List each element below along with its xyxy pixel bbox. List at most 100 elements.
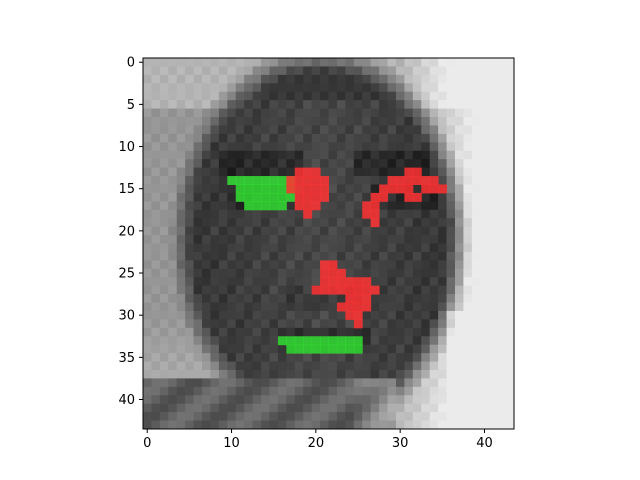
heatmap-cell (159, 302, 169, 312)
heatmap-cell (311, 361, 321, 371)
heatmap-cell (294, 310, 304, 320)
heatmap-cell (480, 294, 490, 304)
attribution-cell (294, 184, 304, 194)
heatmap-cell (311, 235, 321, 244)
heatmap-cell (227, 268, 237, 278)
heatmap-cell (412, 310, 422, 320)
heatmap-cell (286, 361, 296, 371)
heatmap-cell (143, 235, 152, 244)
heatmap-cell (277, 117, 287, 126)
heatmap-cell (421, 150, 431, 160)
attribution-cell (320, 176, 329, 185)
heatmap-cell (227, 277, 237, 287)
heatmap-cell (176, 192, 186, 202)
heatmap-cell (235, 294, 245, 304)
heatmap-cell (294, 294, 304, 304)
heatmap-cell (497, 302, 507, 312)
heatmap-cell (168, 412, 178, 422)
heatmap-cell (463, 142, 473, 152)
heatmap-cell (277, 218, 287, 228)
heatmap-cell (320, 91, 329, 101)
heatmap-cell (480, 159, 490, 169)
heatmap-cell (176, 117, 186, 126)
heatmap-cell (168, 133, 178, 143)
heatmap-cell (463, 209, 473, 219)
heatmap-cell (185, 125, 195, 135)
heatmap-cell (218, 184, 228, 194)
heatmap-cell (176, 209, 186, 219)
heatmap-cell (269, 378, 279, 388)
heatmap-cell (438, 361, 448, 371)
heatmap-cell (353, 369, 363, 379)
heatmap-cell (345, 378, 355, 388)
heatmap-cell (480, 142, 490, 152)
attribution-cell (311, 285, 321, 295)
heatmap-cell (252, 310, 262, 320)
heatmap-cell (404, 218, 414, 228)
heatmap-cell (218, 100, 228, 110)
heatmap-cell (370, 412, 380, 422)
heatmap-cell (168, 277, 178, 287)
heatmap-cell (370, 176, 380, 185)
attribution-cell (412, 192, 422, 202)
heatmap-cell (497, 117, 507, 126)
heatmap-cell (379, 344, 389, 354)
heatmap-cell (454, 285, 464, 295)
heatmap-cell (311, 369, 321, 379)
heatmap-cell (218, 378, 228, 388)
heatmap-cell (412, 201, 422, 211)
heatmap-cell (185, 260, 195, 270)
heatmap-cell (235, 218, 245, 228)
heatmap-cell (488, 344, 498, 354)
heatmap-cell (303, 327, 313, 337)
heatmap-cell (379, 74, 389, 84)
heatmap-cell (210, 167, 220, 177)
heatmap-cell (210, 327, 220, 337)
heatmap-cell (185, 209, 195, 219)
heatmap-cell (505, 167, 515, 177)
heatmap-cell (438, 386, 448, 396)
heatmap-cell (328, 167, 338, 177)
heatmap-cell (438, 378, 448, 388)
heatmap-cell (303, 353, 313, 363)
heatmap-cell (395, 327, 405, 337)
attribution-cell (252, 192, 262, 202)
attribution-cell (294, 201, 304, 211)
heatmap-cell (463, 117, 473, 126)
heatmap-cell (336, 251, 346, 261)
heatmap-cell (277, 310, 287, 320)
heatmap-cell (362, 344, 372, 354)
heatmap-cell (505, 268, 515, 278)
heatmap-cell (328, 108, 338, 118)
heatmap-cell (202, 277, 211, 287)
heatmap-cell (345, 369, 355, 379)
heatmap-cell (353, 412, 363, 422)
heatmap-cell (353, 327, 363, 337)
heatmap-cell (176, 142, 186, 152)
heatmap-cell (429, 226, 439, 236)
heatmap-cell (353, 83, 363, 93)
heatmap-cell (303, 285, 313, 295)
heatmap-cell (421, 369, 431, 379)
heatmap-cell (244, 268, 254, 278)
heatmap-cell (421, 310, 431, 320)
heatmap-cell (438, 403, 448, 413)
heatmap-cell (505, 209, 515, 219)
heatmap-cell (395, 319, 405, 329)
heatmap-cell (235, 74, 245, 84)
heatmap-cell (505, 117, 515, 126)
heatmap-cell (294, 302, 304, 312)
heatmap-cell (244, 159, 254, 169)
heatmap-cell (328, 319, 338, 329)
heatmap-cell (320, 395, 329, 405)
heatmap-cell (480, 319, 490, 329)
heatmap-cell (277, 125, 287, 135)
heatmap-cell (488, 243, 498, 253)
heatmap-cell (345, 176, 355, 185)
heatmap-cell (480, 378, 490, 388)
heatmap-cell (463, 91, 473, 101)
heatmap-cell (235, 277, 245, 287)
heatmap-cell (395, 268, 405, 278)
heatmap-cell (421, 58, 431, 67)
heatmap-cell (202, 251, 211, 261)
